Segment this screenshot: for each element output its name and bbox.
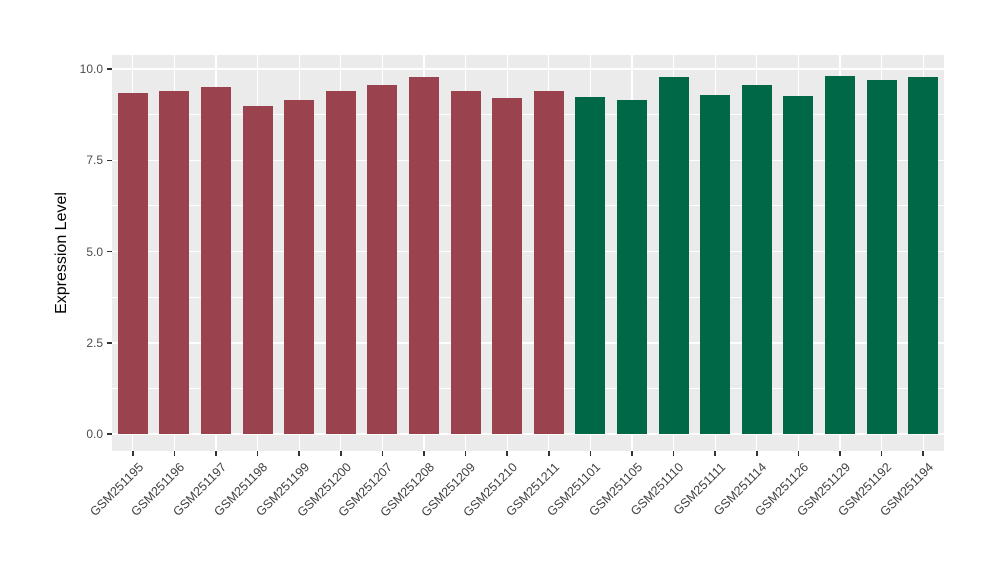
- y-tick-mark: [107, 68, 112, 70]
- x-tick-mark: [215, 451, 217, 456]
- bar-GSM251114: [741, 84, 772, 434]
- x-tick-mark: [548, 451, 550, 456]
- bar-slot: [403, 55, 445, 451]
- y-tick-mark: [107, 433, 112, 435]
- x-tick-mark: [256, 451, 259, 456]
- gridline-major: [112, 250, 944, 253]
- bar-GSM251207: [367, 85, 398, 434]
- bar-GSM251211: [533, 90, 564, 434]
- bar-slot: [195, 55, 237, 451]
- bar-GSM251197: [200, 87, 231, 434]
- bar-slot: [778, 55, 820, 451]
- y-axis: 0.0 2.5 5.0 7.5 10.0: [0, 55, 112, 451]
- bar-slot: [902, 55, 944, 451]
- bar-slot: [819, 55, 861, 451]
- gridline-minor: [112, 296, 944, 298]
- bar-GSM251198: [242, 105, 273, 434]
- x-tick-mark: [298, 451, 300, 456]
- x-tick-mark: [797, 451, 800, 456]
- x-tick-mark: [173, 451, 176, 456]
- x-tick-mark: [423, 451, 425, 456]
- x-tick-mark: [589, 451, 592, 456]
- x-tick-mark: [756, 451, 758, 456]
- bar-slot: [611, 55, 653, 451]
- x-tick-mark: [631, 451, 633, 456]
- y-tick-label: 5.0: [86, 244, 103, 259]
- bar-GSM251129: [824, 75, 855, 434]
- y-tick-label: 10.0: [79, 62, 103, 76]
- x-tick-mark: [839, 451, 841, 456]
- bar-GSM251126: [783, 96, 814, 434]
- bar-slot: [278, 55, 320, 451]
- bar-GSM251200: [325, 90, 356, 434]
- gridline-minor: [112, 114, 944, 116]
- gridline-major: [112, 68, 944, 70]
- bar-GSM251209: [450, 90, 481, 434]
- y-tick-label: 2.5: [86, 335, 103, 350]
- gridline-major: [112, 342, 944, 344]
- bar-slot: [736, 55, 778, 451]
- x-tick-mark: [340, 451, 342, 456]
- bar-slot: [486, 55, 528, 451]
- x-tick-mark: [880, 451, 883, 456]
- bar-GSM251208: [408, 77, 439, 434]
- gridline-minor: [112, 205, 944, 207]
- gridline-major: [112, 159, 944, 161]
- x-tick-mark: [922, 451, 924, 456]
- plot-panel: [112, 55, 944, 451]
- bar-GSM251105: [616, 100, 647, 434]
- x-tick-mark: [464, 451, 467, 456]
- x-tick-mark: [506, 451, 508, 456]
- bar-GSM251110: [658, 77, 689, 434]
- bar-slot: [528, 55, 570, 451]
- bar-GSM251195: [117, 92, 148, 434]
- bar-GSM251111: [700, 95, 731, 434]
- x-tick-mark: [672, 451, 675, 456]
- x-tick-mark: [381, 451, 384, 456]
- y-tick-mark: [107, 159, 112, 161]
- bar-slot: [362, 55, 404, 451]
- x-tick-mark: [132, 451, 134, 456]
- bar-slot: [320, 55, 362, 451]
- gridline-minor: [112, 387, 944, 389]
- bar-GSM251199: [284, 100, 315, 434]
- bar-slot: [653, 55, 695, 451]
- bar-slot: [570, 55, 612, 451]
- bar-GSM251196: [159, 90, 190, 434]
- bar-slot: [237, 55, 279, 451]
- bar-slot: [445, 55, 487, 451]
- x-axis: GSM251195 GSM251196 GSM251197 GSM251198 GSM2…: [87, 451, 944, 571]
- bar-slot: [154, 55, 196, 451]
- y-tick-label: 0.0: [86, 427, 103, 441]
- bar-slot: [694, 55, 736, 451]
- bar-GSM251210: [492, 98, 523, 434]
- y-tick-mark: [107, 250, 112, 253]
- x-tick-mark: [714, 451, 716, 456]
- bar-slot: [861, 55, 903, 451]
- bar-GSM251101: [575, 97, 606, 434]
- y-tick-label: 7.5: [86, 153, 103, 168]
- gridline-major: [112, 433, 944, 435]
- bar-GSM251192: [866, 79, 897, 434]
- y-tick-mark: [107, 342, 112, 344]
- bar-GSM251194: [908, 77, 939, 434]
- bar-slot: [112, 55, 154, 451]
